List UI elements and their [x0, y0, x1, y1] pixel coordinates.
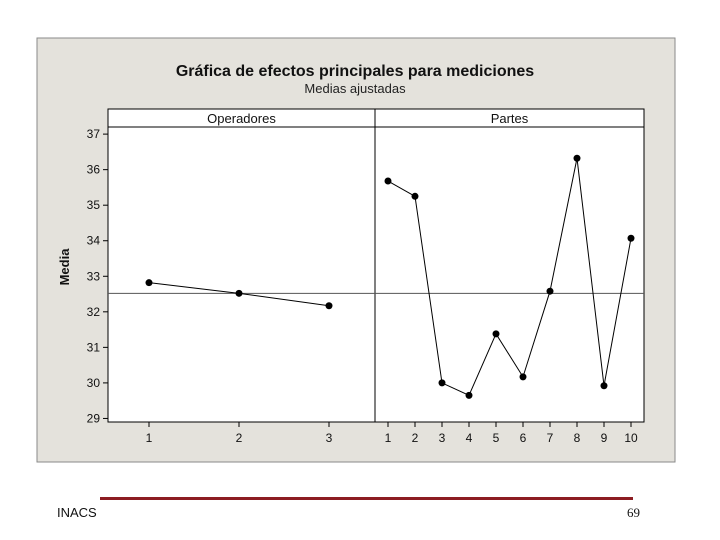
y-axis-label: Media — [57, 248, 72, 286]
chart-title: Gráfica de efectos principales para medi… — [176, 63, 534, 80]
y-tick-label: 31 — [87, 340, 101, 354]
data-point — [492, 330, 500, 338]
data-point — [465, 391, 473, 399]
y-tick-label: 35 — [87, 198, 101, 212]
y-tick-label: 30 — [87, 376, 101, 390]
data-point — [627, 234, 635, 242]
series-line-partes — [387, 158, 632, 397]
y-tick-label: 37 — [87, 127, 101, 141]
y-tick-label: 36 — [87, 163, 101, 177]
y-tick-label: 32 — [87, 305, 101, 319]
x-tick-label: 4 — [466, 431, 473, 445]
data-point — [438, 379, 446, 387]
x-tick-label: 2 — [412, 431, 419, 445]
data-point — [384, 177, 392, 185]
plot-area — [107, 108, 645, 423]
data-point — [325, 302, 333, 310]
x-tick-label: 1 — [146, 431, 153, 445]
panel-label-partes: Partes — [491, 111, 529, 126]
footer-org: INACS — [57, 505, 97, 520]
x-tick-label: 8 — [574, 431, 581, 445]
data-point — [235, 289, 243, 297]
x-tick-label: 10 — [624, 431, 638, 445]
x-tick-label: 7 — [547, 431, 554, 445]
x-tick-label: 5 — [493, 431, 500, 445]
y-tick-label: 33 — [87, 269, 101, 283]
data-point — [546, 287, 554, 295]
data-point — [411, 192, 419, 200]
x-tick-label: 3 — [326, 431, 333, 445]
data-point — [145, 279, 153, 287]
page-number: 69 — [627, 505, 640, 520]
x-tick-label: 6 — [520, 431, 527, 445]
data-point — [573, 154, 581, 162]
panel-label-operadores: Operadores — [207, 111, 276, 126]
y-tick-label: 34 — [87, 234, 101, 248]
x-tick-label: 1 — [385, 431, 392, 445]
y-tick-label: 29 — [87, 411, 101, 425]
data-point — [519, 373, 527, 381]
x-tick-label: 2 — [236, 431, 243, 445]
data-point — [600, 382, 608, 390]
x-tick-label: 9 — [601, 431, 608, 445]
chart-subtitle: Medias ajustadas — [304, 81, 406, 96]
footer-divider — [100, 497, 633, 500]
x-tick-label: 3 — [439, 431, 446, 445]
